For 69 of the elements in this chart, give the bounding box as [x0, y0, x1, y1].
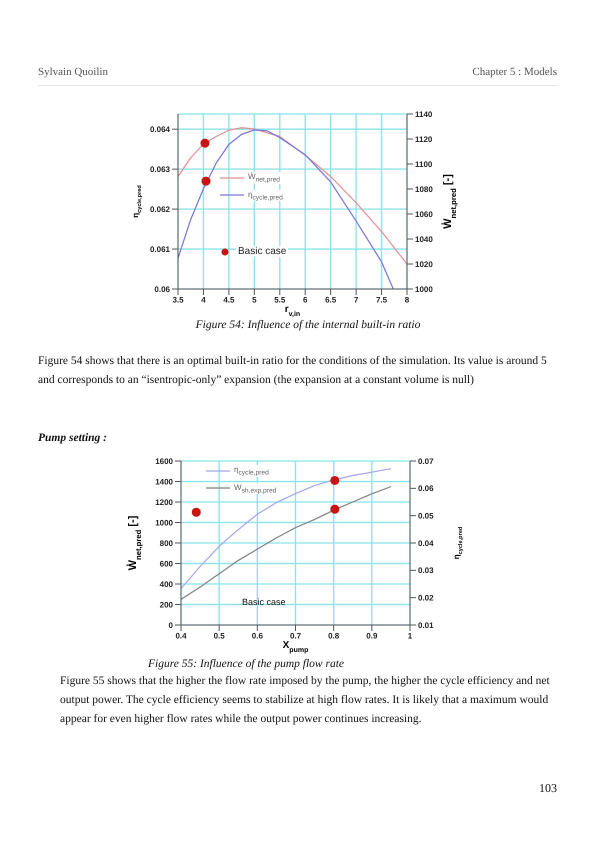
y2-tick-label: 1140 [415, 110, 433, 119]
y2-tick-label: 1080 [415, 184, 434, 194]
y-tick-label: 0.06 [154, 284, 171, 294]
y-tick-label: 0.064 [150, 125, 171, 134]
legend-label: η$_{cycle,pred}$ [232, 465, 271, 477]
x-tick-label: 5.5 [274, 296, 286, 305]
y2-tick-label: 0.02 [418, 594, 434, 603]
x-tick-label: 0.4 [175, 632, 188, 641]
y2-tick-label: 0.03 [418, 566, 434, 576]
caption: Figure 54: Influence of the internal built-in ratio [194, 319, 422, 331]
x-tick-label: 0.7 [290, 632, 302, 641]
text: Pump setting : [38, 432, 108, 444]
legend-label: Basic case [236, 246, 288, 258]
x-tick-label: 0.5 [214, 632, 226, 641]
point [330, 504, 340, 514]
caption: Figure 54 shows that there is an optimal built-in ratio for the conditions of the simulation. Its value is around 5 and corresponds to an “isentropic-only” expansion (the expansion at a constant volume is null) [38, 354, 548, 388]
x-tick-label: 4.5 [223, 296, 235, 305]
line-series [178, 127, 407, 265]
y2-tick-label: 1100 [415, 160, 433, 169]
caption: Figure 55: Influence of the pump flow rate [148, 658, 344, 670]
y2-tick-label: 0.06 [418, 484, 434, 494]
x-tick-label: 0.9 [366, 632, 378, 641]
y-tick-label: 200 [160, 600, 174, 610]
y-tick-label: 0.063 [150, 164, 171, 174]
y2-tick-label: 1120 [415, 134, 433, 144]
x-tick-label: 4 [201, 296, 206, 305]
legend-label: η$_{cycle,pred}$ [246, 190, 285, 202]
y-tick-label: 600 [160, 559, 174, 568]
x-tick-label: 7.5 [376, 296, 388, 305]
text: Sylvain Quoilin [38, 66, 108, 78]
y-tick-label: 1400 [155, 477, 174, 486]
x-tick-label: 0.8 [328, 632, 340, 641]
y2-tick-label: 1000 [415, 284, 434, 294]
x-tick-label: 8 [404, 296, 410, 305]
y-tick-label: 0.062 [150, 204, 171, 214]
y2-tick-label: 1040 [415, 234, 434, 244]
caption: Figure 55 shows that the higher the flow rate imposed by the pump, the higher the cycle efficiency and net output power. The cycle efficiency seems to stabilize at high flow rates. It is likely that a maximum would appear for even higher flow rates while the output power continues increasing. [60, 674, 551, 727]
line-series [181, 468, 392, 590]
x-tick-label: 6.5 [325, 296, 337, 305]
y2-tick-label: 0.04 [418, 538, 434, 548]
y-tick-label: 1200 [155, 498, 174, 507]
x-tick-label: 1 [408, 632, 413, 641]
x-tick-label: 3.5 [172, 296, 184, 305]
y-tick-label: 0 [168, 620, 174, 630]
x-axis-title: X$_{pump}$ [282, 640, 308, 654]
y2-tick-label: 0.05 [418, 512, 434, 521]
y-tick-label: 0.061 [150, 244, 171, 254]
legend-label: Ẇ$_{net,pred}$ [246, 172, 282, 184]
point [192, 508, 201, 517]
text: Chapter 5 : Models [472, 66, 557, 78]
y-tick-label: 1000 [155, 518, 174, 528]
legend-label: W$_{sh,exp,pred}$ [232, 482, 278, 494]
x-tick-label: 7 [354, 296, 359, 305]
x-tick-label: 0.6 [252, 632, 264, 641]
y2-tick-label: 1020 [415, 260, 434, 269]
x-axis-title: r$_{v,in}$ [284, 304, 300, 318]
y2-tick-label: 0.07 [418, 456, 434, 466]
y2-tick-label: 0.01 [418, 620, 434, 630]
annotation: Basic case [242, 597, 286, 607]
y-tick-label: 800 [160, 538, 174, 548]
x-tick-label: 5 [252, 296, 258, 305]
y-tick-label: 1600 [155, 456, 174, 466]
y2-tick-label: 1060 [415, 210, 434, 219]
x-tick-label: 6 [302, 296, 308, 305]
text: 103 [539, 781, 557, 796]
point [330, 476, 340, 485]
line-series [181, 486, 392, 600]
y-tick-label: 400 [160, 580, 174, 589]
line-series [178, 129, 394, 289]
